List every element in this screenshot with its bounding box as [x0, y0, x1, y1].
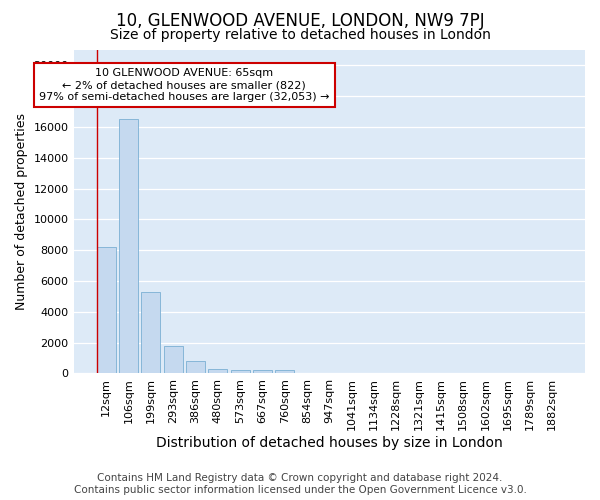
Text: 10 GLENWOOD AVENUE: 65sqm
← 2% of detached houses are smaller (822)
97% of semi-: 10 GLENWOOD AVENUE: 65sqm ← 2% of detach… [39, 68, 329, 102]
Bar [186, 361, 205, 374]
Text: Size of property relative to detached houses in London: Size of property relative to detached ho… [110, 28, 490, 42]
Y-axis label: Number of detached properties: Number of detached properties [15, 113, 28, 310]
Bar [208, 369, 227, 374]
Bar [97, 247, 116, 374]
Bar [275, 370, 294, 374]
Text: Contains HM Land Registry data © Crown copyright and database right 2024.
Contai: Contains HM Land Registry data © Crown c… [74, 474, 526, 495]
Bar [253, 370, 272, 374]
Bar [164, 346, 182, 374]
Bar [142, 292, 160, 374]
Text: 10, GLENWOOD AVENUE, LONDON, NW9 7PJ: 10, GLENWOOD AVENUE, LONDON, NW9 7PJ [116, 12, 484, 30]
Bar [119, 120, 138, 374]
Bar [230, 370, 250, 374]
X-axis label: Distribution of detached houses by size in London: Distribution of detached houses by size … [156, 436, 503, 450]
